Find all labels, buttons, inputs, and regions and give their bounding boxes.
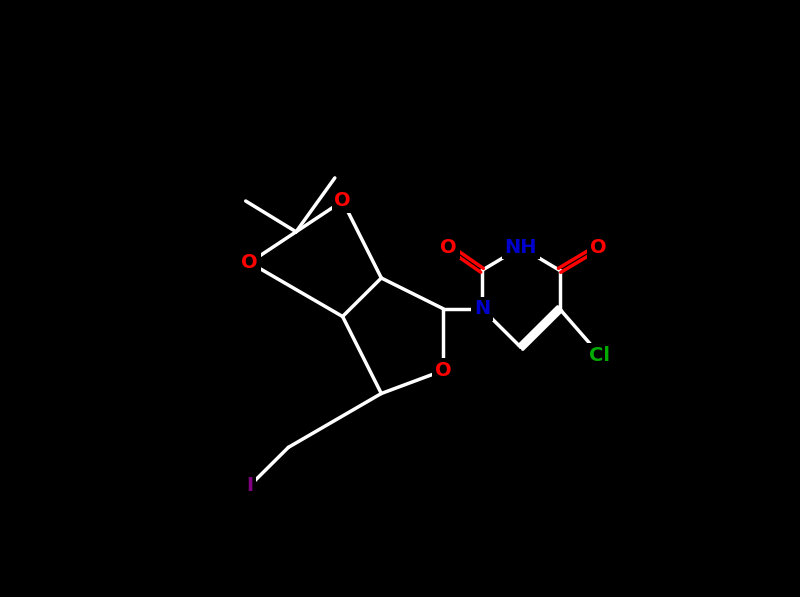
Text: O: O <box>334 192 351 211</box>
Text: O: O <box>590 238 606 257</box>
Text: NH: NH <box>505 238 537 257</box>
Text: Cl: Cl <box>590 346 610 365</box>
Text: O: O <box>435 361 452 380</box>
Text: O: O <box>242 253 258 272</box>
Text: N: N <box>474 299 490 318</box>
Text: I: I <box>246 476 253 496</box>
Text: O: O <box>441 238 457 257</box>
